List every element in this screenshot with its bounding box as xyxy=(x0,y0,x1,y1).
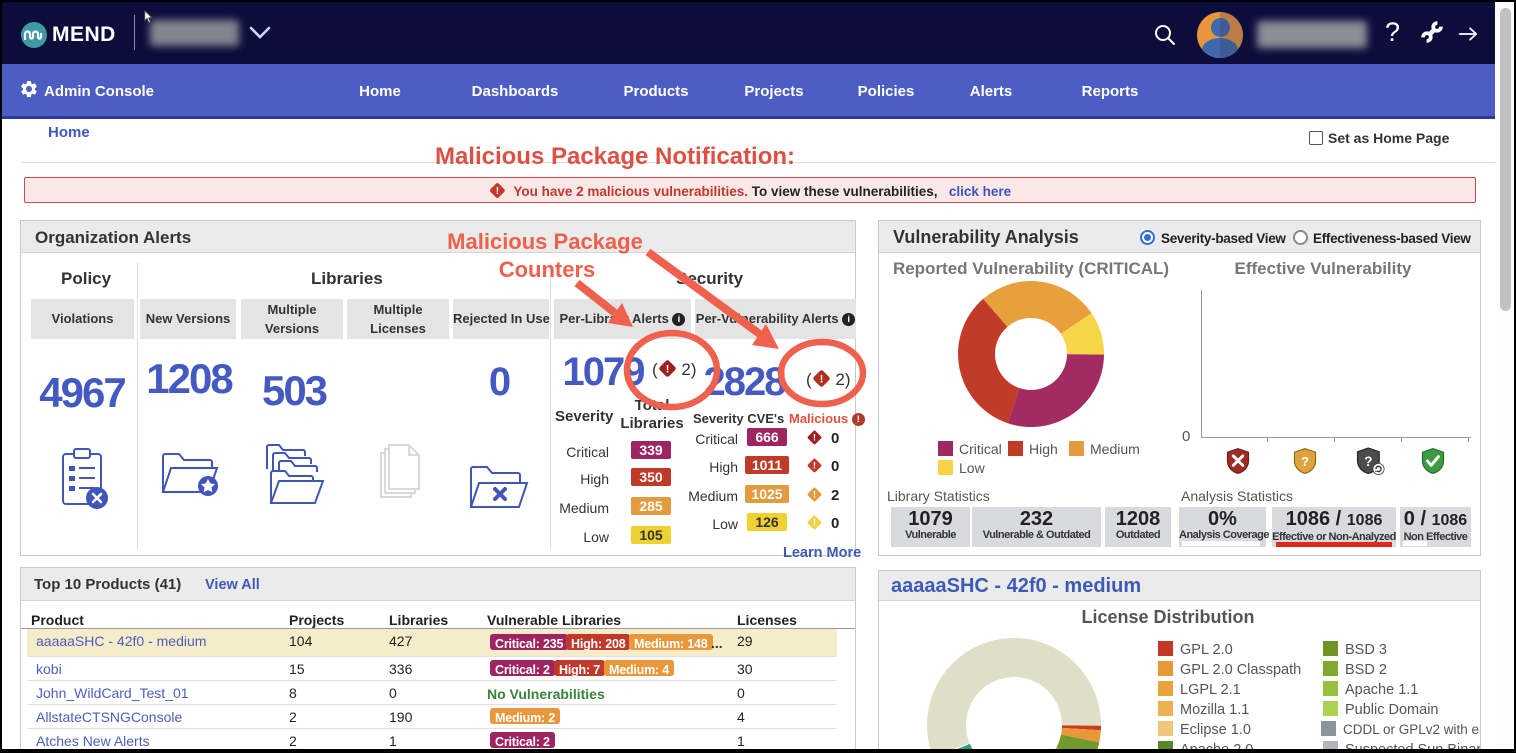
svg-text:!: ! xyxy=(813,490,816,501)
svg-text:!: ! xyxy=(819,374,823,386)
svg-text:!: ! xyxy=(496,186,499,197)
svg-text:!: ! xyxy=(813,461,816,472)
svg-text:?: ? xyxy=(1364,454,1372,469)
svg-text:?: ? xyxy=(1301,454,1309,469)
svg-text:!: ! xyxy=(813,433,816,444)
svg-text:!: ! xyxy=(665,364,669,376)
svg-text:!: ! xyxy=(813,518,816,529)
